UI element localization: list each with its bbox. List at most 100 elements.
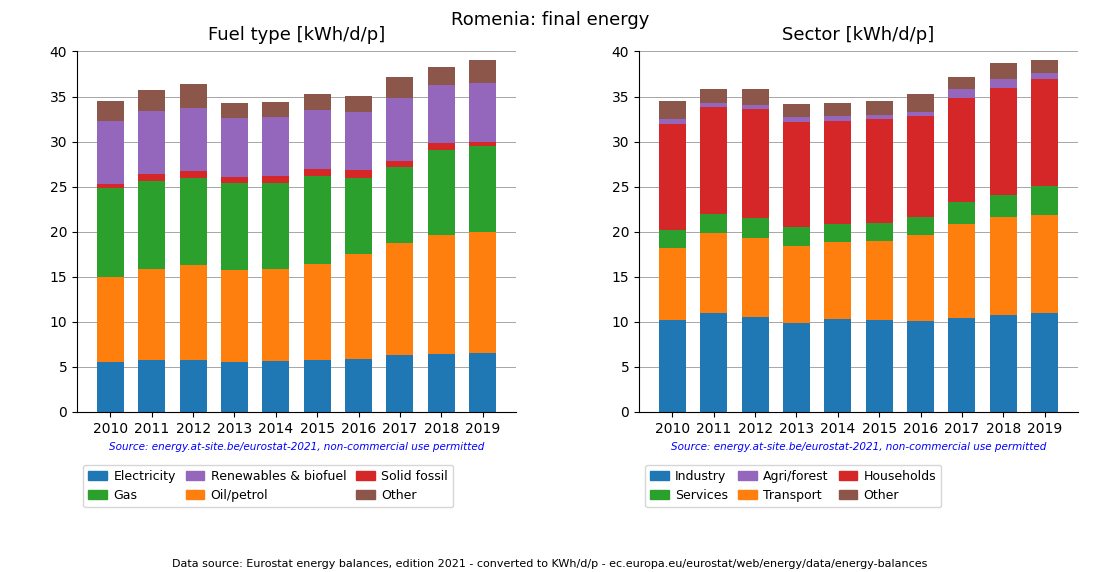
Bar <box>428 150 454 235</box>
Bar <box>139 360 165 412</box>
Bar <box>470 141 496 146</box>
Bar <box>990 89 1016 194</box>
Text: Romenia: final energy: Romenia: final energy <box>451 11 649 29</box>
Bar <box>263 102 289 117</box>
Bar <box>428 235 454 354</box>
Bar <box>783 122 810 227</box>
Bar <box>1031 313 1058 412</box>
Bar <box>824 121 851 224</box>
Bar <box>179 108 207 171</box>
Bar <box>908 116 934 217</box>
Bar <box>701 108 727 213</box>
Bar <box>221 118 248 177</box>
Text: Source: energy.at-site.be/eurostat-2021, non-commercial use permitted: Source: energy.at-site.be/eurostat-2021,… <box>671 443 1046 452</box>
Bar <box>345 177 372 254</box>
Bar <box>701 103 727 108</box>
Title: Sector [kWh/d/p]: Sector [kWh/d/p] <box>782 26 935 45</box>
Bar <box>263 269 289 362</box>
Bar <box>345 359 372 412</box>
Bar <box>783 104 810 117</box>
Bar <box>428 354 454 412</box>
Bar <box>428 67 454 85</box>
Bar <box>908 321 934 412</box>
Bar <box>783 117 810 122</box>
Bar <box>386 98 414 161</box>
Bar <box>1031 216 1058 313</box>
Bar <box>990 315 1016 412</box>
Bar <box>139 90 165 111</box>
Bar <box>701 89 727 103</box>
Bar <box>866 101 892 114</box>
Bar <box>659 124 685 230</box>
Bar <box>741 238 769 317</box>
Bar <box>221 103 248 118</box>
Bar <box>139 181 165 269</box>
Bar <box>1031 73 1058 80</box>
Bar <box>97 188 124 277</box>
Bar <box>783 246 810 323</box>
Text: Source: energy.at-site.be/eurostat-2021, non-commercial use permitted: Source: energy.at-site.be/eurostat-2021,… <box>109 443 484 452</box>
Bar <box>139 174 165 181</box>
Bar <box>263 183 289 269</box>
Bar <box>824 319 851 412</box>
Bar <box>783 323 810 412</box>
Bar <box>345 254 372 359</box>
Bar <box>263 176 289 183</box>
Bar <box>470 353 496 412</box>
Bar <box>97 121 124 184</box>
Bar <box>783 227 810 246</box>
Bar <box>908 94 934 112</box>
Bar <box>659 101 685 119</box>
Bar <box>948 98 976 202</box>
Bar <box>824 103 851 116</box>
Text: Data source: Eurostat energy balances, edition 2021 - converted to KWh/d/p - ec.: Data source: Eurostat energy balances, e… <box>173 559 927 569</box>
Bar <box>701 313 727 412</box>
Bar <box>179 265 207 360</box>
Bar <box>866 223 892 241</box>
Bar <box>741 218 769 238</box>
Bar <box>741 317 769 412</box>
Bar <box>304 360 331 412</box>
Legend: Electricity, Gas, Renewables & biofuel, Oil/petrol, Solid fossil, Other: Electricity, Gas, Renewables & biofuel, … <box>84 465 453 507</box>
Bar <box>221 183 248 271</box>
Bar <box>386 167 414 243</box>
Bar <box>741 105 769 109</box>
Bar <box>990 217 1016 315</box>
Bar <box>345 96 372 112</box>
Bar <box>659 320 685 412</box>
Legend: Industry, Services, Agri/forest, Transport, Households, Other: Industry, Services, Agri/forest, Transpo… <box>646 465 942 507</box>
Bar <box>948 89 976 98</box>
Bar <box>304 110 331 169</box>
Bar <box>701 233 727 313</box>
Bar <box>908 112 934 116</box>
Bar <box>866 241 892 320</box>
Bar <box>345 112 372 170</box>
Bar <box>386 355 414 412</box>
Bar <box>139 111 165 174</box>
Bar <box>908 235 934 321</box>
Bar <box>179 360 207 412</box>
Bar <box>866 114 892 119</box>
Bar <box>179 84 207 108</box>
Bar <box>470 61 496 83</box>
Bar <box>990 194 1016 217</box>
Bar <box>701 214 727 233</box>
Bar <box>1031 80 1058 186</box>
Bar <box>948 224 976 318</box>
Bar <box>866 320 892 412</box>
Bar <box>866 119 892 223</box>
Bar <box>824 116 851 121</box>
Bar <box>428 85 454 144</box>
Bar <box>386 161 414 167</box>
Bar <box>428 144 454 150</box>
Bar <box>659 248 685 320</box>
Bar <box>659 119 685 124</box>
Bar <box>179 177 207 265</box>
Bar <box>908 217 934 235</box>
Bar <box>221 177 248 183</box>
Bar <box>990 80 1016 89</box>
Bar <box>1031 59 1058 73</box>
Bar <box>139 269 165 360</box>
Title: Fuel type [kWh/d/p]: Fuel type [kWh/d/p] <box>208 26 385 45</box>
Bar <box>97 101 124 121</box>
